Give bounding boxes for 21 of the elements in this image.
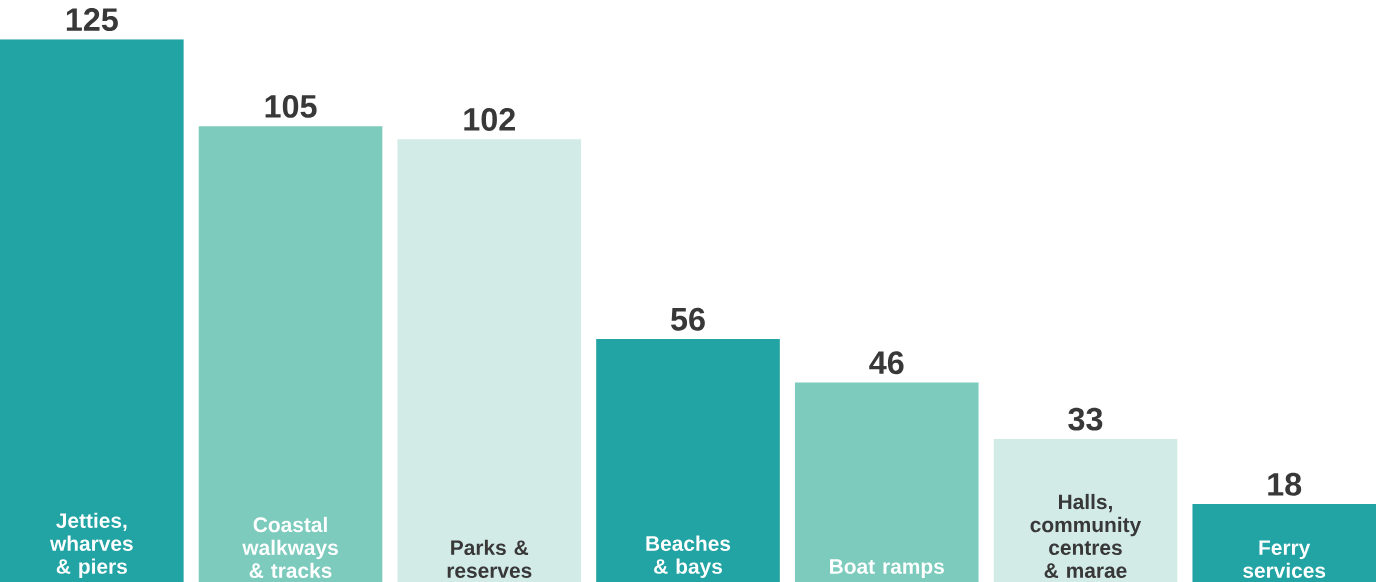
data-label: 18 — [1268, 472, 1302, 496]
x-tick-label: Parks & reserves — [447, 539, 532, 578]
x-tick-label: Boat ramps — [830, 559, 944, 578]
data-label: 46 — [869, 351, 904, 374]
x-tick-label: Coastal walkways & tracks — [242, 516, 338, 578]
data-label: 56 — [671, 307, 705, 331]
x-tick-label: Halls, community centres & marae — [1030, 493, 1142, 578]
data-label: 125 — [66, 7, 118, 31]
data-label: 105 — [265, 94, 317, 118]
bar — [0, 39, 184, 582]
bar — [794, 382, 979, 582]
x-tick-label: Ferry services — [1243, 540, 1326, 578]
bar — [198, 126, 383, 582]
data-label: 102 — [464, 107, 515, 131]
x-tick-label: Jetties, wharves & piers — [49, 512, 133, 578]
data-label: 33 — [1068, 407, 1103, 431]
bar — [397, 139, 582, 582]
bar — [596, 338, 780, 582]
x-tick-label: Beaches & bays — [646, 535, 731, 578]
bar — [993, 438, 1178, 582]
bar — [1192, 503, 1376, 582]
